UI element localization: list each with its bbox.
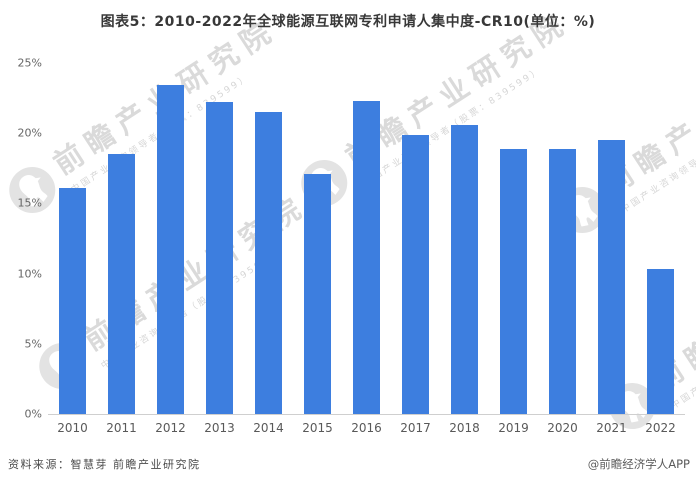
bar-slot-2016 [342,63,391,414]
y-tick-10%: 10% [17,267,42,281]
x-tick-2020: 2020 [547,421,578,435]
bar-slot-2022 [636,63,685,414]
bar-2017 [402,134,429,414]
credit-note: @前瞻经济学人APP [587,457,690,471]
bar-2010 [59,187,86,414]
x-tick-2022: 2022 [645,421,676,435]
bar-slot-2014 [244,63,293,414]
bar-2013 [206,102,233,414]
bar-2015 [304,173,331,414]
x-axis: 2010 2011 2012 2013 2014 2015 2016 2017 2018 2019… [48,421,685,435]
bar-slot-2012 [146,63,195,414]
y-tick-15%: 15% [17,196,42,210]
bar-2020 [549,148,576,414]
bar-2012 [157,85,184,414]
bar-slot-2018 [440,63,489,414]
bar-slot-2010 [48,63,97,414]
source-note: 资料来源：智慧芽 前瞻产业研究院 [8,458,201,471]
x-tick-2011: 2011 [106,421,137,435]
bar-2014 [255,112,282,414]
bar-2021 [598,140,625,414]
plot-area [48,63,685,415]
bar-slot-2013 [195,63,244,414]
y-tick-0%: 0% [24,407,42,421]
x-tick-2019: 2019 [498,421,529,435]
x-tick-2018: 2018 [449,421,480,435]
y-axis: 0% 5% 10% 15% 20% 25% [0,58,42,420]
chart-title: 图表5：2010-2022年全球能源互联网专利申请人集中度-CR10(单位：%) [100,14,596,30]
x-tick-2010: 2010 [57,421,88,435]
y-tick-25%: 25% [17,56,42,70]
bar-slot-2020 [538,63,587,414]
x-tick-2012: 2012 [155,421,186,435]
y-tick-5%: 5% [24,337,42,351]
bar-2018 [451,124,478,414]
x-tick-2013: 2013 [204,421,235,435]
bar-2019 [500,148,527,414]
bar-slot-2015 [293,63,342,414]
x-tick-2014: 2014 [253,421,284,435]
bar-slot-2011 [97,63,146,414]
bar-2022 [647,269,674,414]
x-tick-2015: 2015 [302,421,333,435]
bar-2011 [108,154,135,414]
x-tick-2017: 2017 [400,421,431,435]
bar-slot-2019 [489,63,538,414]
x-tick-2016: 2016 [351,421,382,435]
x-tick-2021: 2021 [596,421,627,435]
bar-2016 [353,100,380,414]
bar-slot-2017 [391,63,440,414]
y-tick-20%: 20% [17,126,42,140]
bar-slot-2021 [587,63,636,414]
